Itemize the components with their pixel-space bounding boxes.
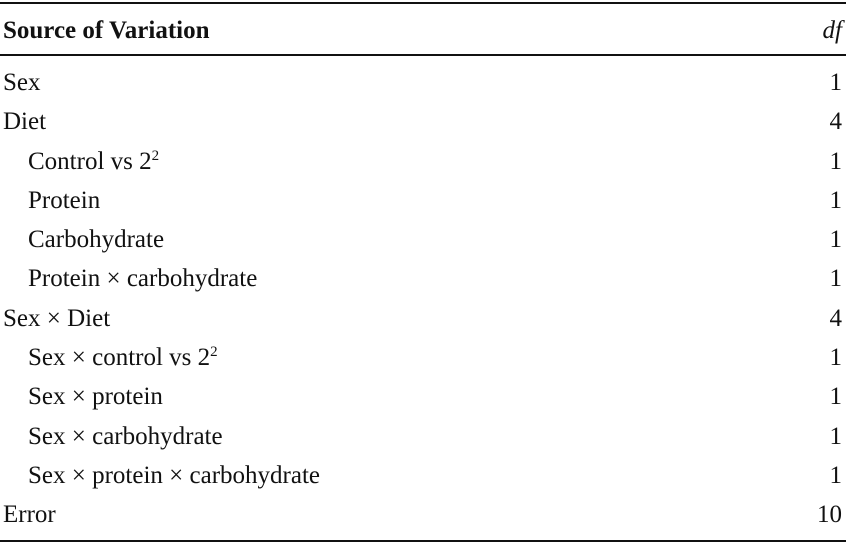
- row-label: Sex × Diet: [3, 299, 110, 338]
- row-label: Sex × protein × carbohydrate: [28, 456, 320, 495]
- row-label-text: Carbohydrate: [28, 226, 165, 254]
- row-label: Protein: [28, 181, 100, 220]
- table-body: Sex 1 Diet 4 Control vs 22 1 Protein 1 Carbohydr…: [0, 63, 846, 535]
- table-row: Control vs 22 1: [0, 142, 846, 181]
- row-label: Carbohydrate: [28, 220, 164, 259]
- row-label-text: Sex × protein: [28, 383, 163, 411]
- table-row: Error 10: [0, 495, 846, 534]
- row-label: Protein × carbohydrate: [28, 259, 257, 298]
- table-header: Source of Variation df: [0, 13, 846, 49]
- table-row: Protein × carbohydrate 1: [0, 259, 846, 298]
- row-df-value: 1: [829, 461, 843, 489]
- row-label: Sex: [3, 63, 41, 102]
- row-label: Sex × control vs 22: [28, 338, 218, 377]
- row-label: Sex × carbohydrate: [28, 417, 223, 456]
- row-df-value: 1: [829, 69, 843, 96]
- table-row: Diet 4: [0, 102, 846, 141]
- row-df-value: 1: [829, 422, 843, 450]
- row-df-value: 1: [829, 186, 843, 214]
- table-row: Protein 1: [0, 181, 846, 220]
- row-label: Error: [3, 495, 56, 534]
- header-source-of-variation: Source of Variation: [3, 17, 210, 44]
- row-label-superscript: 2: [151, 147, 160, 164]
- top-rule: [0, 2, 846, 4]
- row-label-text: Sex: [3, 69, 41, 96]
- row-df-value: 1: [829, 147, 843, 175]
- table-row: Sex 1: [0, 63, 846, 102]
- bottom-rule: [0, 540, 846, 542]
- row-df-value: 4: [829, 108, 843, 136]
- row-label-text: Diet: [3, 108, 47, 136]
- table-row: Sex × protein 1: [0, 377, 846, 416]
- row-label-superscript: 2: [210, 344, 218, 361]
- row-label-text: Sex × carbohydrate: [28, 422, 223, 450]
- row-df-value: 1: [829, 265, 843, 293]
- header-rule: [0, 54, 846, 56]
- row-df-value: 4: [829, 304, 843, 332]
- table-row: Sex × carbohydrate 1: [0, 417, 846, 456]
- table-row: Carbohydrate 1: [0, 220, 846, 259]
- row-label: Sex × protein: [28, 377, 163, 416]
- row-label-text: Sex × protein × carbohydrate: [28, 461, 320, 489]
- row-label-text: Sex × Diet: [3, 304, 111, 332]
- table-row: Sex × protein × carbohydrate 1: [0, 456, 846, 495]
- table-row: Sex × control vs 22 1: [0, 338, 846, 377]
- row-label: Control vs 22: [28, 142, 159, 181]
- row-df-value: 1: [829, 226, 843, 254]
- row-label-text: Error: [3, 501, 56, 529]
- row-label: Diet: [3, 102, 46, 141]
- row-label-text: Protein × carbohydrate: [28, 265, 258, 293]
- row-label-text: Protein: [28, 186, 101, 214]
- row-df-value: 1: [829, 383, 843, 411]
- row-label-text: Sex × control vs 2: [28, 344, 211, 372]
- row-df-value: 1: [829, 344, 843, 372]
- row-label-text: Control vs 2: [28, 147, 152, 175]
- table-row: Sex × Diet 4: [0, 299, 846, 338]
- row-df-value: 10: [817, 501, 842, 529]
- header-df: df: [822, 17, 842, 44]
